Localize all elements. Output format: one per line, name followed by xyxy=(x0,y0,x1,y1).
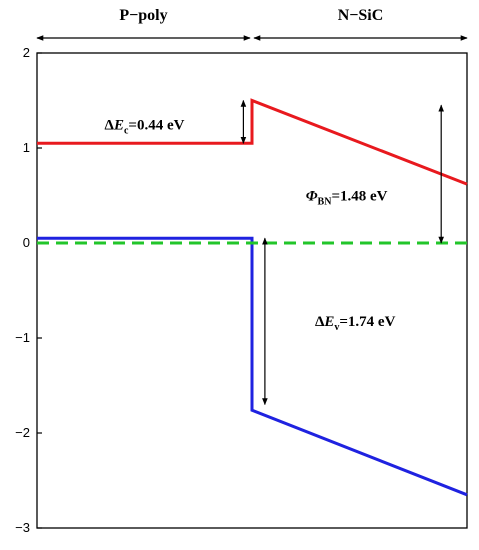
delta-ec-label: ΔEc=0.44 eV xyxy=(105,117,185,136)
delta-ev-label: ΔEv=1.74 eV xyxy=(315,314,396,333)
y-tick-label: 0 xyxy=(23,235,30,250)
y-tick-label: −2 xyxy=(15,425,30,440)
y-tick-label: 1 xyxy=(23,140,30,155)
valence-band-line xyxy=(37,236,468,497)
y-tick-label: −3 xyxy=(15,520,30,535)
y-tick-label: −1 xyxy=(15,330,30,345)
phi-bn-label: ΦBN=1.48 eV xyxy=(306,189,388,208)
plot-frame xyxy=(36,52,468,529)
region-label: N−SiC xyxy=(338,7,384,24)
conduction-band-line xyxy=(37,98,468,186)
y-tick-label: 2 xyxy=(23,45,30,60)
region-label: P−poly xyxy=(119,7,167,24)
